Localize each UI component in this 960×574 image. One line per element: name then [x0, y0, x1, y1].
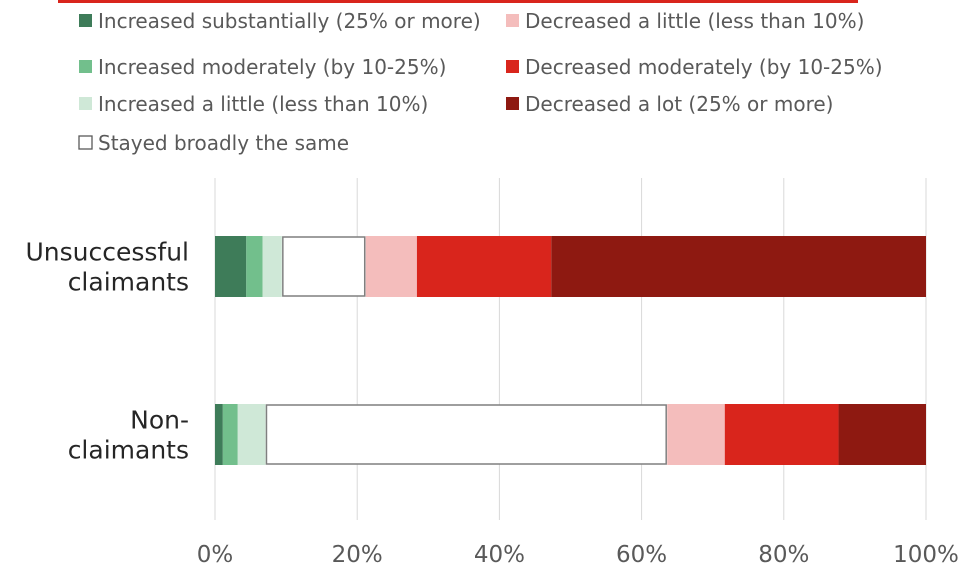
- legend-marker: [506, 14, 519, 27]
- x-tick-label: 100%: [893, 542, 959, 568]
- legend-marker: [506, 97, 519, 110]
- gridlines: [214, 178, 927, 520]
- bar-segment: [416, 236, 552, 297]
- bar-segment: [724, 404, 839, 465]
- category-label: Non-: [130, 406, 189, 435]
- legend-marker: [79, 97, 92, 110]
- category-label: claimants: [68, 436, 189, 465]
- bar-segment: [838, 404, 926, 465]
- bar-segment: [262, 236, 282, 297]
- legend-marker: [78, 135, 93, 150]
- bar-segment: [265, 404, 667, 465]
- legend-marker: [79, 60, 92, 73]
- cropped-title-fragment: [58, 0, 858, 3]
- legend-label: Decreased a lot (25% or more): [525, 92, 833, 116]
- x-tick-label: 80%: [758, 542, 809, 568]
- legend-label: Stayed broadly the same: [98, 131, 349, 155]
- bar-segment: [365, 236, 417, 297]
- category-label: Unsuccessful: [25, 238, 189, 267]
- legend-marker: [506, 60, 519, 73]
- bar-segment: [237, 404, 266, 465]
- bar-segment: [551, 236, 926, 297]
- bar-segment: [222, 404, 238, 465]
- bars: [215, 236, 926, 465]
- category-label: claimants: [68, 268, 189, 297]
- bar-segment: [667, 404, 725, 465]
- legend-label: Increased substantially (25% or more): [98, 9, 481, 33]
- bar-segment: [215, 236, 247, 297]
- bar-segment: [215, 404, 223, 465]
- legend-label: Increased moderately (by 10-25%): [98, 55, 446, 79]
- bar-segment: [246, 236, 263, 297]
- x-tick-label: 40%: [474, 542, 525, 568]
- legend-marker: [79, 14, 92, 27]
- x-axis-ticks: 0% 20% 40% 60% 80% 100%: [197, 542, 959, 568]
- x-tick-label: 0%: [197, 542, 234, 568]
- legend-label: Decreased moderately (by 10-25%): [525, 55, 883, 79]
- x-tick-label: 20%: [332, 542, 383, 568]
- legend-label: Decreased a little (less than 10%): [525, 9, 864, 33]
- bar-segment: [282, 236, 366, 297]
- legend-label: Increased a little (less than 10%): [98, 92, 428, 116]
- legend: Increased substantially (25% or more) Inc…: [78, 9, 883, 155]
- x-tick-label: 60%: [616, 542, 667, 568]
